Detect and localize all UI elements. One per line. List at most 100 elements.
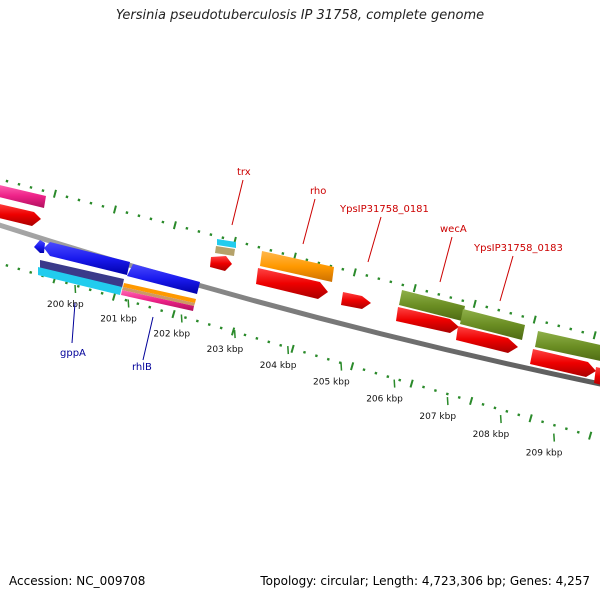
outer-tick xyxy=(125,211,129,215)
inner-tick xyxy=(136,302,140,306)
outer-tick-ring xyxy=(5,179,597,340)
inner-tick xyxy=(433,389,437,393)
gene-label-ypsip0183: YpsIP31758_0183 xyxy=(473,243,563,254)
inner-tick xyxy=(17,267,21,271)
inner-tick xyxy=(469,396,474,406)
leader-line-ypsip0183 xyxy=(499,255,514,302)
kbp-label: 200 kbp xyxy=(47,300,84,310)
inner-tick xyxy=(195,319,199,323)
outer-tick xyxy=(281,252,285,255)
inner-tick xyxy=(564,427,568,431)
inner-tick xyxy=(326,357,330,361)
inner-tick xyxy=(493,406,497,410)
inner-tick xyxy=(64,281,68,285)
inner-tick xyxy=(314,354,318,358)
kbp-label: 207 kbp xyxy=(419,412,456,422)
inner-tick xyxy=(588,431,593,440)
outer-tick xyxy=(137,214,141,218)
leader-line-trx xyxy=(231,179,244,226)
gene-feature-pink-left xyxy=(0,185,46,208)
outer-tick xyxy=(112,205,117,214)
kbp-tick xyxy=(553,433,556,442)
inner-tick xyxy=(517,413,521,417)
outer-tick xyxy=(185,226,189,230)
inner-tick xyxy=(362,368,366,372)
gene-feature-blue-small xyxy=(34,240,45,253)
outer-tick xyxy=(557,324,561,328)
outer-tick xyxy=(29,185,33,189)
outer-tick xyxy=(437,292,441,296)
outer-tick xyxy=(545,321,549,325)
gene-feature-orange-rho xyxy=(260,251,334,282)
kbp-label: 201 kbp xyxy=(100,315,137,325)
outer-tick xyxy=(461,299,465,303)
outer-tick xyxy=(17,182,21,186)
inner-tick xyxy=(183,316,187,320)
kbp-tick xyxy=(340,362,343,371)
kbp-label: 202 kbp xyxy=(153,330,190,340)
gene-feature-olive-right xyxy=(535,331,600,361)
outer-tick xyxy=(389,280,393,284)
inner-tick xyxy=(219,326,223,330)
gene-feature-cyan xyxy=(38,267,122,295)
outer-tick xyxy=(352,268,357,277)
outer-tick xyxy=(412,283,417,293)
gene-label-rho: rho xyxy=(310,186,326,197)
gene-feature-red-right-a xyxy=(530,349,596,377)
outer-tick xyxy=(581,330,585,334)
inner-tick xyxy=(88,288,92,292)
inner-tick xyxy=(528,414,533,423)
outer-tick xyxy=(521,314,525,318)
outer-tick xyxy=(52,189,57,198)
inner-tick xyxy=(576,430,580,434)
kbp-tick xyxy=(74,284,77,294)
gene-label-weca: wecA xyxy=(440,224,467,235)
leader-line-rhlb xyxy=(142,316,154,361)
inner-tick xyxy=(457,395,461,399)
outer-tick xyxy=(269,248,273,252)
outer-tick xyxy=(485,305,489,309)
gene-label-gppa: gppA xyxy=(60,348,86,359)
outer-tick xyxy=(472,299,477,308)
inner-tick xyxy=(5,263,9,267)
accession-label: Accession: NC_009708 xyxy=(9,574,146,588)
gene-feature-red-wecA xyxy=(396,307,459,333)
outer-tick xyxy=(89,201,93,205)
gene-feature-tan-stripe xyxy=(122,287,195,306)
inner-tick xyxy=(290,344,295,353)
gene-feature-red-small xyxy=(210,256,232,271)
outer-tick xyxy=(5,179,9,183)
gene-label-ypsip0181: YpsIP31758_0181 xyxy=(339,204,429,215)
outer-tick xyxy=(41,189,45,193)
outer-tick xyxy=(377,277,381,281)
gene-feature-orange-stripe xyxy=(123,283,196,303)
inner-tick xyxy=(409,379,414,388)
inner-tick xyxy=(279,343,283,347)
inner-tick xyxy=(160,309,164,313)
outer-tick xyxy=(77,198,81,202)
outer-tick xyxy=(532,315,537,324)
inner-tick xyxy=(29,270,33,274)
inner-tick xyxy=(207,323,211,327)
gene-feature-red-right-b xyxy=(594,367,600,385)
outer-tick xyxy=(497,308,501,312)
outer-tick xyxy=(209,233,213,237)
gene-feature-pink-stripe xyxy=(121,290,194,311)
topology-summary: Topology: circular; Length: 4,723,306 bp… xyxy=(260,574,590,588)
outer-tick xyxy=(341,267,345,271)
kbp-label: 204 kbp xyxy=(260,361,297,371)
outer-tick xyxy=(65,195,69,199)
inner-tick-ring xyxy=(5,263,593,440)
inner-tick xyxy=(76,284,80,288)
outer-tick xyxy=(161,220,165,224)
gene-feature-darkblue xyxy=(40,260,124,288)
inner-tick xyxy=(552,423,556,427)
outer-tick xyxy=(172,221,177,230)
gene-feature-red-rho xyxy=(256,268,328,299)
gene-feature-red-0183 xyxy=(456,326,518,353)
gene-feature-olive-wecA xyxy=(399,290,465,321)
inner-tick xyxy=(338,361,342,365)
leader-line-weca xyxy=(439,236,453,283)
inner-tick xyxy=(303,350,306,354)
outer-tick xyxy=(305,258,309,262)
